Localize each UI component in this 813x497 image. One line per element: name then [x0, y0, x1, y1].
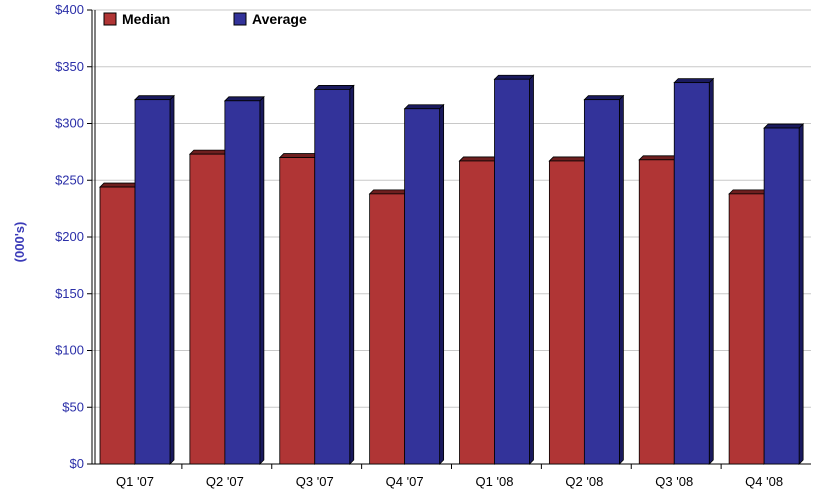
x-tick-labels: Q1 '07 Q2 '07 Q3 '07 Q4 '07 Q1 '08 Q2 '08 Q3 '… — [116, 474, 783, 489]
bar-top — [278, 153, 320, 158]
x-tick-label: Q3 '08 — [655, 474, 693, 489]
x-tick-label: Q3 '07 — [296, 474, 334, 489]
bar-average — [134, 99, 171, 465]
bar-side — [708, 77, 714, 465]
legend: Median Average — [103, 11, 307, 27]
x-tick-label: Q1 '08 — [476, 474, 514, 489]
legend-swatch-median — [103, 12, 117, 26]
x-tick-label: Q1 '07 — [116, 474, 154, 489]
x-tick-label: Q2 '08 — [565, 474, 603, 489]
y-tick-label: $250 — [55, 172, 84, 187]
bar-average — [673, 82, 710, 465]
bar-side — [618, 94, 624, 465]
bar-side — [169, 94, 175, 465]
bar-top — [188, 149, 230, 155]
bar-side — [439, 103, 445, 465]
bar-side — [798, 123, 804, 465]
y-tick-label: $50 — [62, 399, 84, 414]
bar-average — [763, 127, 800, 465]
y-tick-label: $200 — [55, 229, 84, 244]
bar-average — [494, 78, 530, 465]
bar-median — [189, 153, 226, 465]
bar-top — [368, 189, 410, 195]
legend-swatch-average — [233, 12, 247, 26]
x-tick-label: Q4 '08 — [745, 474, 783, 489]
bar-side — [259, 95, 265, 465]
bar-median — [99, 186, 136, 465]
bar-side — [349, 84, 355, 465]
bar-top — [728, 189, 770, 195]
y-tick-label: $350 — [55, 59, 84, 74]
bar-top — [493, 74, 535, 80]
y-tick-label: $0 — [70, 456, 84, 471]
bar-top — [673, 78, 715, 84]
bar-average — [404, 108, 441, 465]
bar-median — [728, 193, 765, 465]
y-axis-label: (000's) — [12, 222, 27, 263]
bar-average — [224, 100, 261, 465]
bar-top — [763, 123, 805, 129]
y-tick-labels: $0 $50 $100 $150 $200 $250 $300 $350 $400 — [55, 2, 84, 471]
bar-top — [458, 156, 500, 162]
bar-top — [99, 182, 140, 188]
legend-label-average: Average — [252, 11, 307, 27]
bar-top — [583, 95, 625, 101]
bar-median — [459, 160, 495, 465]
bar-top — [134, 95, 175, 101]
bar-average — [583, 99, 620, 465]
bar-median — [369, 193, 406, 465]
bar-top — [403, 104, 445, 110]
y-tick-label: $300 — [55, 116, 84, 131]
y-tick-label: $400 — [55, 2, 84, 17]
bar-top — [313, 85, 355, 90]
bar-top — [548, 156, 590, 162]
bar-top — [638, 155, 680, 161]
bar-median — [548, 160, 585, 465]
y-tick-label: $100 — [55, 343, 84, 358]
bar-side — [529, 74, 534, 465]
y-tick-label: $150 — [55, 286, 84, 301]
bars — [99, 74, 805, 465]
bar-top — [223, 96, 265, 102]
bar-median — [279, 157, 316, 465]
x-tick-label: Q4 '07 — [386, 474, 424, 489]
x-tick-label: Q2 '07 — [206, 474, 244, 489]
legend-label-median: Median — [122, 11, 170, 27]
bar-median — [638, 159, 675, 465]
bar-average — [314, 89, 351, 465]
